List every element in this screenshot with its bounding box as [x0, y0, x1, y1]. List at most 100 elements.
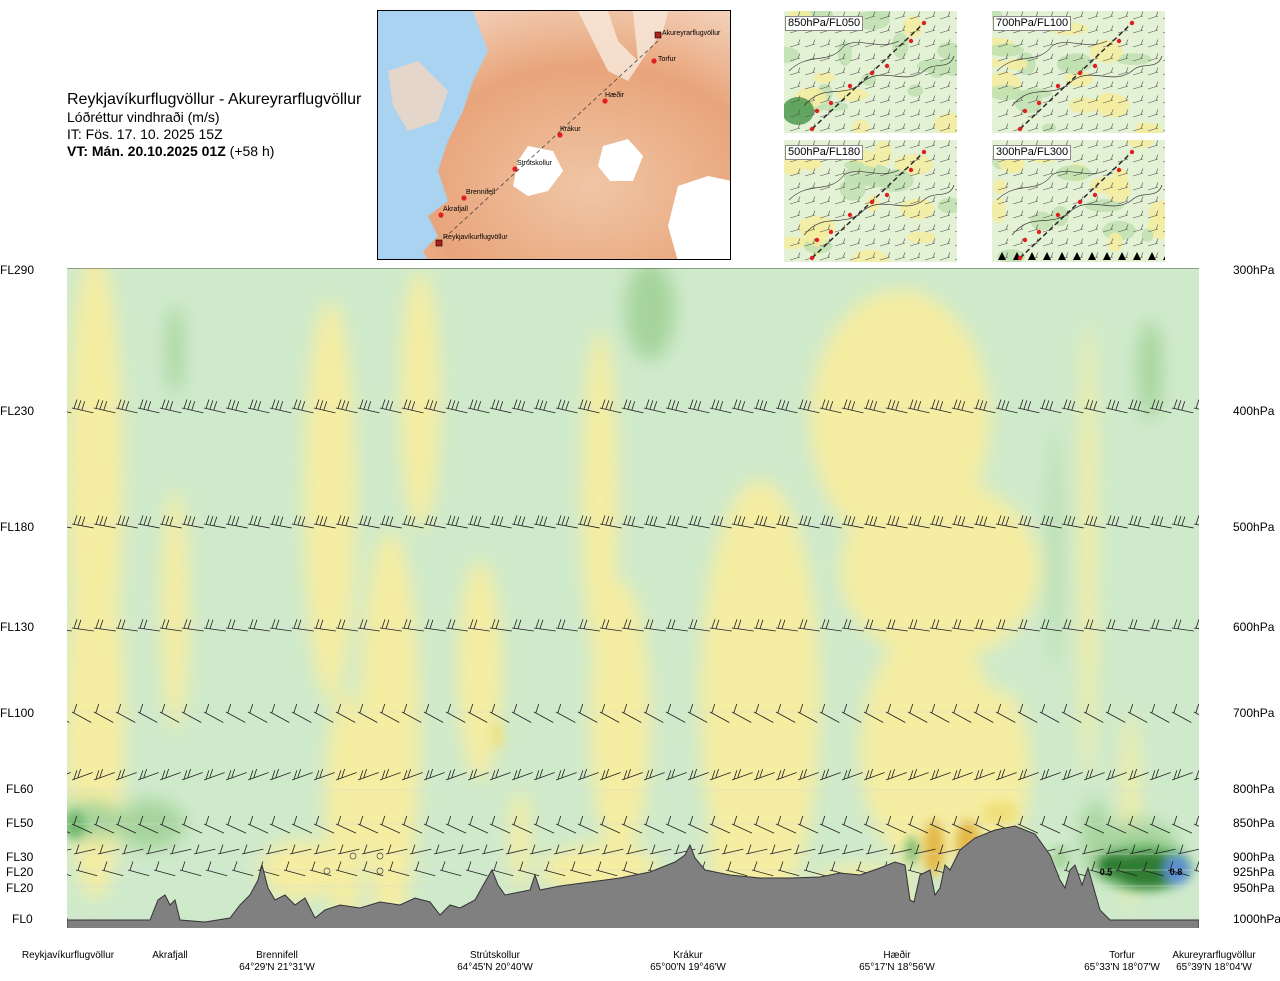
- wind-barb-feather: [1200, 769, 1203, 778]
- route-line: [1019, 151, 1133, 259]
- wind-barb: [225, 823, 247, 834]
- wind-barb: [577, 627, 600, 632]
- wind-barb-feather: [360, 268, 361, 269]
- wind-barb-feather: [892, 268, 893, 269]
- mini-wind-barb: [804, 182, 816, 191]
- wind-barb-feather: [866, 268, 867, 269]
- wind-barb-feather: [162, 268, 163, 269]
- wind-barb: [93, 823, 115, 834]
- wind-barb: [357, 711, 378, 723]
- mini-wind-barb: [1147, 11, 1159, 20]
- wind-barb-feather: [95, 770, 100, 780]
- wind-barb: [313, 523, 336, 529]
- wind-barb-feather: [605, 400, 610, 410]
- wind-barb-feather: [491, 770, 496, 780]
- wind-barb-feather: [469, 399, 474, 409]
- wind-barb: [313, 407, 336, 414]
- mini-wind-barb: [864, 53, 876, 62]
- wind-barb-feather: [536, 268, 537, 269]
- mini-wind-barb: [954, 259, 957, 261]
- wind-barb: [1017, 772, 1039, 781]
- wind-barb-feather: [214, 268, 215, 269]
- wind-barb: [445, 627, 468, 632]
- wind-barb: [1105, 772, 1127, 781]
- mini-wind-barb: [864, 81, 876, 90]
- wind-barb-feather: [367, 516, 372, 526]
- wind-barb-feather: [755, 619, 760, 629]
- mini-wind-barb: [954, 116, 957, 118]
- wind-barb-feather: [579, 399, 584, 409]
- wind-barb-feather: [602, 268, 603, 269]
- wind-barb: [291, 823, 313, 834]
- wind-barb-feather: [1067, 515, 1072, 526]
- wind-barb-feather: [56, 620, 59, 629]
- wind-barb-feather: [341, 515, 346, 526]
- wind-barb-feather: [671, 619, 676, 629]
- wind-barb: [995, 711, 1016, 723]
- field-patch: [784, 236, 805, 250]
- wind-barb: [621, 772, 643, 781]
- mini-map-300-canvas: [992, 140, 1165, 262]
- mini-wind-barb: [1132, 224, 1144, 233]
- wind-barb-feather: [935, 619, 940, 629]
- wind-barb: [401, 523, 424, 529]
- wind-barb: [687, 627, 710, 632]
- wind-barb-feather: [852, 268, 853, 269]
- mini-wind-barb: [1102, 238, 1114, 247]
- wind-barb: [1105, 848, 1128, 855]
- calm-marker: [323, 867, 331, 875]
- wind-barb: [1127, 711, 1148, 723]
- mini-wind-barb: [1027, 53, 1039, 62]
- wind-barb: [1171, 627, 1194, 632]
- mini-wind-barb: [1072, 123, 1084, 132]
- wind-barb: [247, 823, 269, 834]
- wind-barb-feather: [1063, 703, 1068, 714]
- wind-barb-feather: [363, 619, 368, 629]
- wind-barb-feather: [561, 400, 566, 410]
- mini-wind-barb: [1117, 196, 1129, 205]
- waypoint-marker: [847, 212, 853, 218]
- waypoint-label: Reykjavíkurflugvöllur: [443, 234, 508, 241]
- wind-barb-feather: [517, 400, 522, 410]
- wind-barb-feather: [1204, 517, 1207, 526]
- mini-map-700: 700hPa/FL100: [992, 11, 1165, 133]
- mini-wind-barb: [909, 95, 921, 104]
- wind-barb: [1017, 711, 1038, 723]
- wind-barb: [709, 627, 732, 632]
- wind-barb-feather: [697, 401, 702, 411]
- wind-barb-feather: [737, 400, 742, 410]
- wind-barb-feather: [895, 401, 900, 411]
- wind-barb-feather: [555, 844, 560, 854]
- wind-barb: [841, 627, 864, 632]
- mini-wind-barb: [954, 18, 957, 20]
- wind-barb-feather: [847, 400, 852, 410]
- wind-barb-feather: [227, 619, 232, 629]
- wind-barb: [863, 407, 886, 414]
- wind-barb-feather: [1112, 268, 1113, 269]
- wind-barb: [937, 848, 960, 855]
- wind-barb-feather: [601, 703, 606, 714]
- wind-barb-feather: [491, 703, 496, 714]
- mini-wind-barb: [1147, 168, 1159, 177]
- wind-barb-feather: [628, 268, 629, 269]
- flight-level-label: FL50: [6, 816, 34, 830]
- wind-barb-feather: [513, 703, 518, 714]
- wind-barb: [665, 627, 688, 632]
- wind-barb: [643, 407, 666, 414]
- wind-barb-feather: [293, 770, 298, 780]
- mini-wind-barb: [1072, 210, 1084, 219]
- mini-wind-barb: [939, 252, 951, 261]
- wind-barb-feather: [843, 515, 848, 525]
- wind-barb: [841, 823, 863, 834]
- wind-barb: [457, 848, 480, 855]
- wind-barb-feather: [319, 768, 324, 779]
- wind-barb-feather: [804, 268, 805, 269]
- wind-barb-feather: [147, 516, 152, 526]
- wind-barb: [951, 711, 972, 723]
- wind-barb: [361, 848, 384, 855]
- mini-wind-barb: [1132, 11, 1144, 20]
- wind-barb: [335, 711, 356, 723]
- mini-wind-barb: [1162, 60, 1165, 62]
- mini-wind-barb: [924, 53, 936, 62]
- wind-barb-feather: [52, 816, 55, 825]
